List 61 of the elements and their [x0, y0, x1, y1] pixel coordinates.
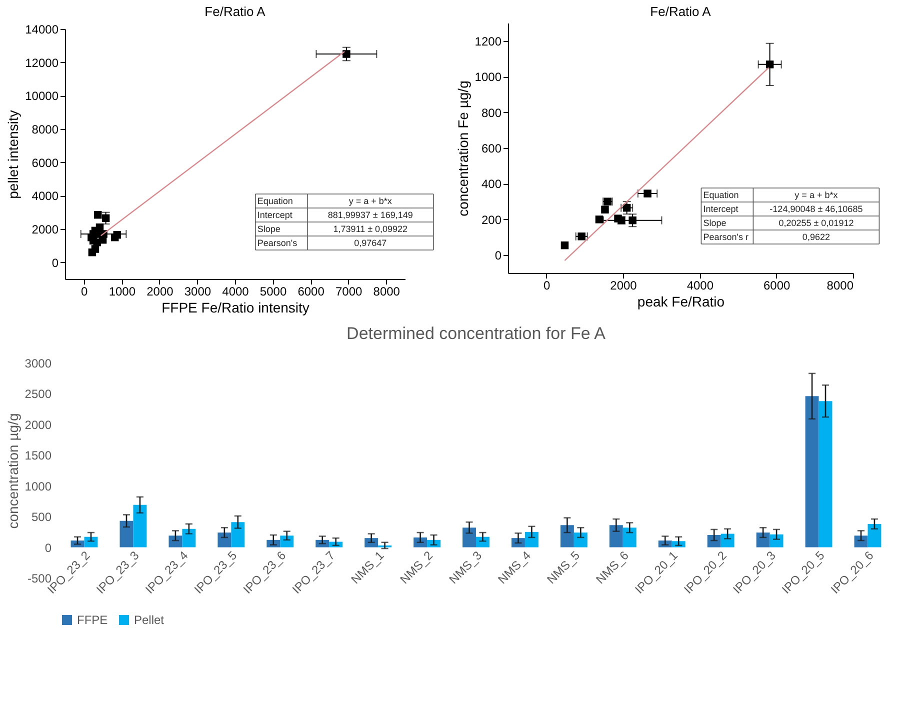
x-tick-label: 6000: [763, 278, 791, 292]
y-tick-label: 14000: [25, 22, 59, 36]
y-tick-label: 0: [494, 248, 502, 263]
legend-label: FFPE: [77, 613, 108, 627]
y-axis-title: pellet intensity: [5, 110, 22, 199]
y-tick-label: 1000: [474, 70, 502, 84]
y-tick-label: 400: [481, 177, 502, 192]
x-tick-label: 2000: [610, 278, 638, 292]
x-tick-label: 4000: [222, 284, 250, 298]
y-tick-label: 600: [481, 142, 502, 156]
y-tick-label: 800: [481, 106, 502, 120]
y-axis-title: concentration µg/g: [4, 413, 21, 529]
chart-title: Fe/Ratio A: [650, 4, 712, 19]
y-tick-label: 3000: [24, 356, 52, 370]
annotation: Pearson's r: [703, 232, 748, 242]
x-axis-title: peak Fe/Ratio: [637, 294, 725, 310]
x-axis-title: FFPE Fe/Ratio intensity: [162, 300, 310, 316]
y-tick-label: 1500: [24, 448, 52, 463]
x-tick-label: 6000: [298, 284, 325, 298]
annotation: y = a + b*x: [794, 190, 838, 200]
y-tick-label: 10000: [25, 89, 59, 104]
y-tick-label: 2000: [32, 222, 59, 236]
annotation: Pearson's: [257, 238, 298, 248]
y-tick-label: 500: [31, 510, 52, 524]
annotation: Slope: [257, 224, 280, 234]
annotation: 881,99937 ± 169,149: [328, 210, 413, 220]
x-tick-label: 4000: [686, 278, 714, 292]
y-tick-label: 1000: [24, 479, 52, 494]
x-tick-label: 2000: [146, 284, 174, 298]
y-tick-label: 4000: [32, 189, 59, 204]
x-tick-label: 3000: [184, 284, 212, 298]
x-tick-label: 0: [543, 278, 550, 292]
y-tick-label: 0: [52, 256, 59, 270]
y-tick-label: 8000: [32, 122, 59, 136]
x-tick-label: 8000: [373, 284, 400, 298]
annotation: Intercept: [257, 210, 293, 220]
y-tick-label: 200: [481, 212, 502, 227]
annotation: Equation: [257, 196, 293, 206]
x-tick-label: 8000: [826, 278, 854, 292]
annotation: 0,9622: [802, 232, 830, 242]
chart-title: Fe/Ratio A: [204, 4, 266, 19]
y-tick-label: 1200: [474, 34, 502, 48]
y-tick-label: 12000: [25, 56, 59, 70]
annotation: 0,97647: [354, 238, 387, 248]
x-tick-label: 1000: [108, 284, 136, 298]
annotation: 0,20255 ± 0,01912: [778, 218, 854, 228]
annotation: Intercept: [703, 204, 739, 214]
annotation: -124,90048 ± 46,10685: [770, 204, 863, 214]
x-tick-label: 7000: [335, 284, 363, 298]
y-tick-label: 2500: [24, 387, 52, 402]
y-tick-label: 2000: [24, 418, 52, 432]
annotation: Slope: [703, 218, 726, 228]
x-tick-label: 0: [81, 284, 88, 298]
y-axis-title: concentration Fe µg/g: [454, 80, 471, 216]
chart-title: Determined concentration for Fe A: [346, 324, 606, 343]
annotation: y = a + b*x: [348, 196, 392, 206]
legend-label: Pellet: [134, 613, 165, 627]
annotation: Equation: [703, 190, 739, 200]
x-tick-label: 5000: [260, 284, 287, 298]
annotation: 1,73911 ± 0,09922: [333, 224, 408, 234]
y-tick-label: 6000: [32, 156, 59, 170]
